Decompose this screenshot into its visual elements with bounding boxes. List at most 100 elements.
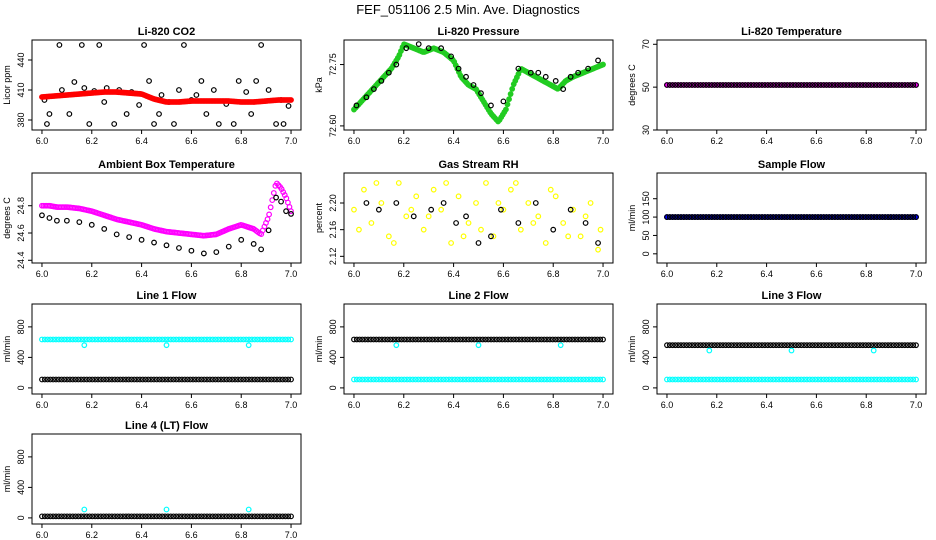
data-point	[195, 336, 202, 343]
data-point	[81, 513, 87, 520]
data-point	[711, 214, 718, 220]
data-point	[781, 82, 788, 88]
data-point	[390, 336, 397, 343]
panel-gas-stream-rh: Gas Stream RH percent 6.0 6.2 6.4 6.6 6.8 7.0 2.…	[314, 159, 614, 279]
data-point	[56, 42, 63, 48]
data-point	[210, 87, 217, 93]
data-point	[731, 376, 738, 383]
plot-frame	[656, 172, 927, 264]
data-point	[193, 92, 200, 98]
data-point	[71, 79, 78, 85]
data-point	[549, 376, 556, 383]
data-point	[664, 376, 670, 383]
x-tick-label: 6.4	[760, 269, 773, 279]
data-point	[739, 214, 746, 220]
data-point	[500, 206, 507, 213]
data-point	[504, 336, 511, 343]
data-point	[268, 376, 275, 383]
data-point	[212, 336, 219, 343]
data-point	[913, 82, 919, 88]
data-point	[359, 336, 366, 343]
data-point	[69, 336, 76, 343]
x-tick-label: 6.2	[86, 530, 99, 540]
data-point	[736, 82, 743, 88]
y-tick-label: 24.8	[16, 197, 26, 215]
data-point	[530, 336, 536, 343]
data-point	[61, 376, 68, 383]
data-point	[123, 513, 129, 520]
data-point	[351, 206, 357, 213]
data-point	[507, 336, 514, 343]
data-point	[708, 82, 715, 88]
data-point	[429, 336, 436, 343]
data-point	[474, 336, 481, 343]
y-axis-label: degrees C	[627, 64, 637, 106]
data-point	[173, 513, 180, 520]
data-point	[432, 376, 439, 383]
data-point	[170, 513, 177, 520]
data-point	[41, 376, 48, 383]
y-axis-label: ml/min	[2, 336, 12, 363]
series-outliers	[393, 342, 564, 349]
data-point	[88, 221, 95, 228]
data-point	[421, 376, 427, 383]
panel-li-820-co2: Li-820 CO2 Licor ppm 6.0 6.2 6.4 6.6 6.8 7.0 380…	[2, 26, 302, 146]
data-point	[801, 376, 807, 383]
data-point	[273, 194, 279, 201]
data-point	[257, 376, 264, 383]
data-point	[198, 513, 205, 520]
y-tick-label: 380	[16, 112, 26, 127]
x-tick-label: 6.8	[860, 269, 873, 279]
y-tick-label: 800	[641, 319, 651, 334]
data-point	[453, 220, 459, 226]
data-point	[843, 376, 849, 383]
data-point	[420, 226, 427, 233]
data-point	[120, 376, 127, 383]
data-point	[488, 233, 494, 240]
data-point	[753, 376, 760, 383]
data-point	[268, 513, 275, 520]
data-point	[195, 513, 202, 520]
x-tick-label: 6.6	[810, 400, 823, 410]
data-point	[376, 376, 383, 383]
data-point	[580, 376, 587, 383]
data-point	[413, 193, 420, 200]
x-tick-label: 6.4	[760, 136, 773, 146]
data-point	[72, 513, 79, 520]
data-point	[418, 336, 425, 343]
series-outliers	[81, 342, 252, 349]
data-point	[686, 342, 693, 349]
data-point	[859, 82, 866, 88]
data-point	[365, 336, 371, 343]
data-point	[845, 342, 852, 349]
data-point	[190, 513, 196, 520]
data-point	[101, 226, 108, 232]
plot-frame	[343, 303, 614, 395]
series-reference	[39, 194, 294, 257]
data-point	[857, 376, 863, 383]
data-point	[95, 336, 101, 343]
data-point	[542, 240, 549, 246]
data-point	[689, 214, 696, 220]
data-point	[421, 336, 427, 343]
data-point	[451, 336, 458, 343]
data-point	[820, 342, 827, 349]
data-point	[820, 376, 827, 383]
data-point	[257, 513, 264, 520]
data-point	[591, 376, 598, 383]
data-point	[544, 336, 550, 343]
x-tick-label: 6.6	[497, 136, 510, 146]
data-point	[260, 376, 266, 383]
data-point	[201, 376, 208, 383]
data-point	[890, 376, 897, 383]
data-point	[50, 336, 57, 343]
data-point	[164, 336, 171, 343]
plot-frame	[31, 39, 302, 131]
data-point	[78, 42, 85, 48]
data-point	[767, 342, 774, 349]
data-point	[848, 214, 855, 220]
data-point	[162, 376, 169, 383]
data-point	[868, 82, 875, 88]
data-point	[899, 82, 905, 88]
data-point	[862, 82, 869, 88]
